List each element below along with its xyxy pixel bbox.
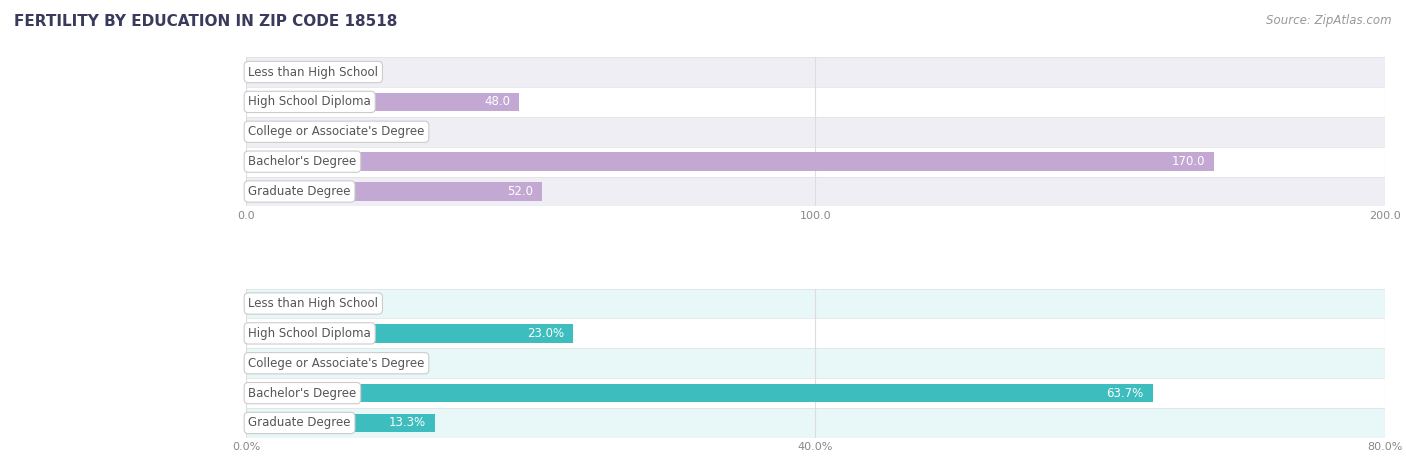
Bar (246, 288, 1385, 318)
Bar (246, 318, 1385, 348)
Bar (246, 408, 1385, 438)
Text: 13.3%: 13.3% (389, 416, 426, 429)
Text: Graduate Degree: Graduate Degree (249, 416, 352, 429)
Text: Graduate Degree: Graduate Degree (249, 185, 352, 198)
Text: Less than High School: Less than High School (249, 66, 378, 79)
Text: Bachelor's Degree: Bachelor's Degree (249, 155, 357, 168)
Bar (246, 57, 1385, 87)
Text: High School Diploma: High School Diploma (249, 95, 371, 109)
Bar (246, 117, 1385, 147)
Text: Source: ZipAtlas.com: Source: ZipAtlas.com (1267, 14, 1392, 27)
Bar (246, 177, 1385, 207)
Text: 63.7%: 63.7% (1107, 387, 1143, 400)
Bar (246, 414, 436, 432)
Text: College or Associate's Degree: College or Associate's Degree (249, 357, 425, 370)
Text: 0.0: 0.0 (257, 66, 276, 79)
Bar (246, 378, 1385, 408)
Bar (246, 182, 543, 201)
Text: 48.0: 48.0 (484, 95, 510, 109)
Text: College or Associate's Degree: College or Associate's Degree (249, 125, 425, 139)
Text: 170.0: 170.0 (1171, 155, 1205, 168)
Text: 52.0: 52.0 (508, 185, 533, 198)
Bar (246, 93, 519, 111)
Text: 0.0%: 0.0% (257, 297, 287, 310)
Bar (246, 348, 1385, 378)
Bar (246, 152, 1215, 171)
Bar (246, 384, 1153, 402)
Text: FERTILITY BY EDUCATION IN ZIP CODE 18518: FERTILITY BY EDUCATION IN ZIP CODE 18518 (14, 14, 398, 30)
Bar (246, 147, 1385, 177)
Text: High School Diploma: High School Diploma (249, 327, 371, 340)
Text: Bachelor's Degree: Bachelor's Degree (249, 387, 357, 400)
Bar (246, 87, 1385, 117)
Text: 0.0: 0.0 (257, 125, 276, 139)
Bar (246, 324, 574, 343)
Text: 23.0%: 23.0% (527, 327, 564, 340)
Text: 0.0%: 0.0% (257, 357, 287, 370)
Text: Less than High School: Less than High School (249, 297, 378, 310)
